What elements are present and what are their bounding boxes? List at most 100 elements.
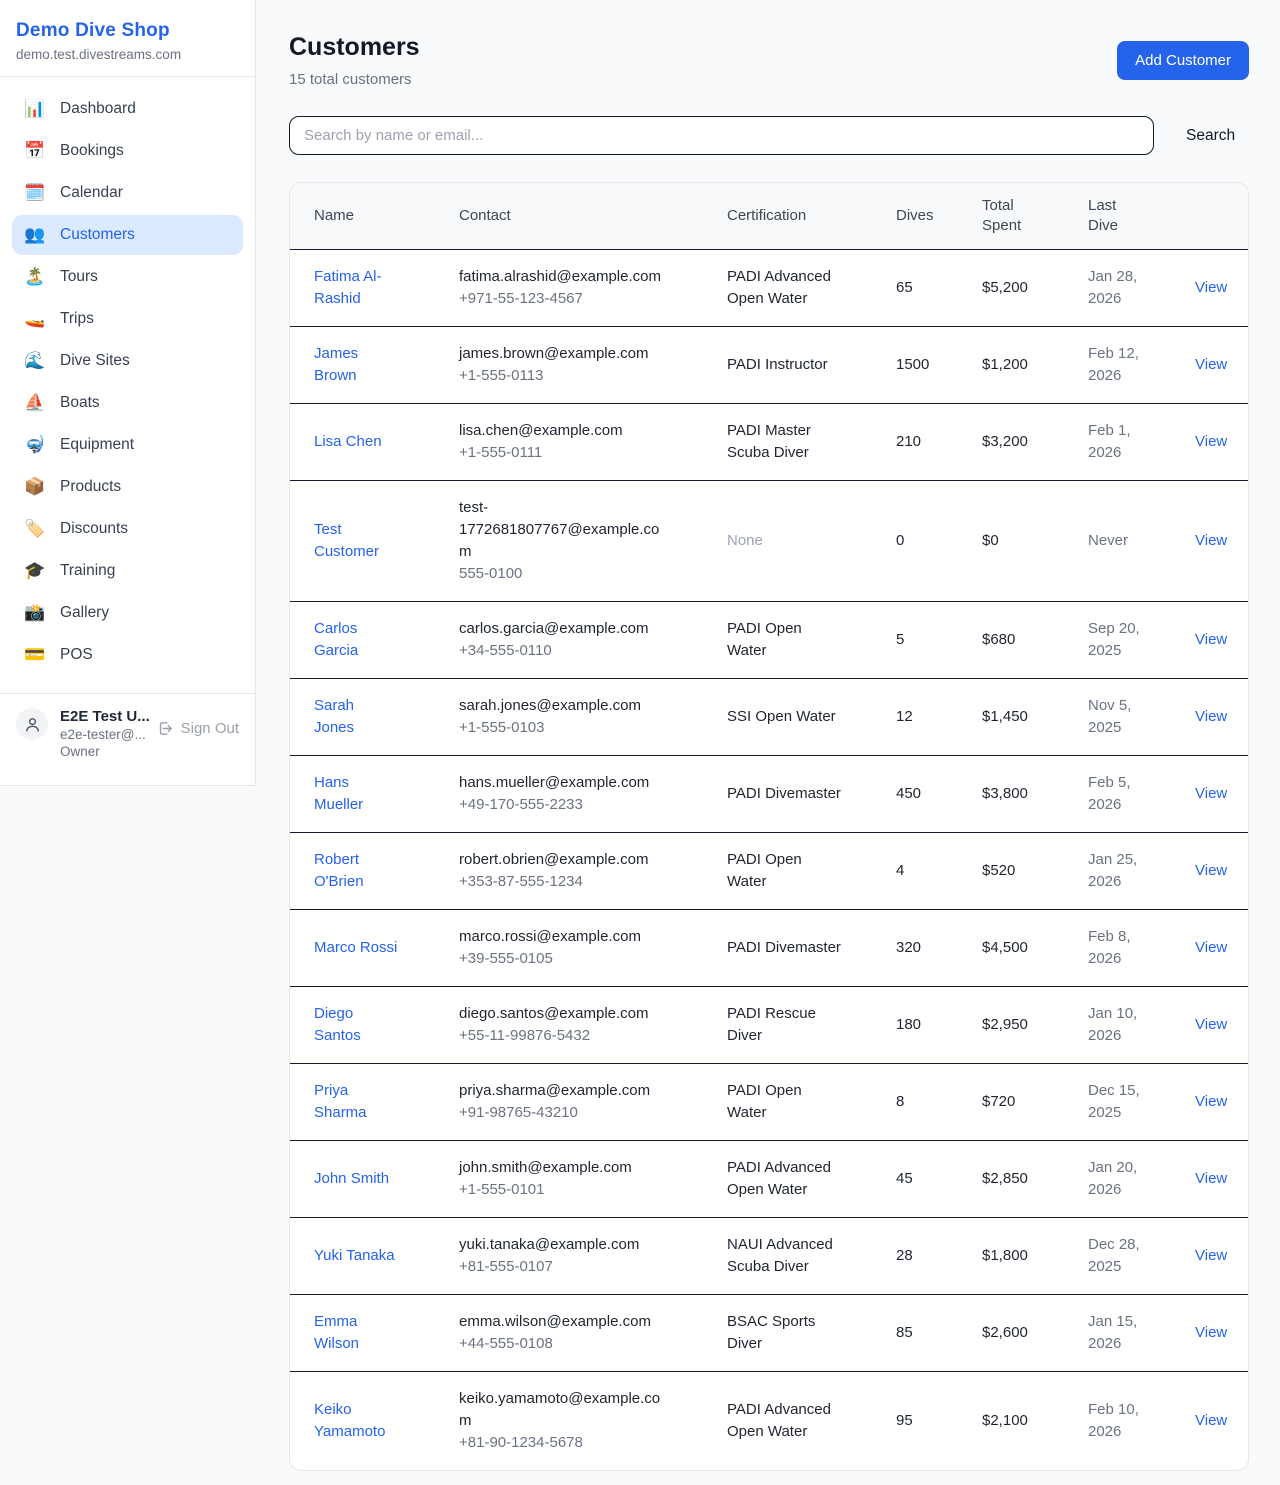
customer-total-spent: $2,600: [982, 1324, 1028, 1341]
table-row: Lisa Chen lisa.chen@example.com +1-555-011…: [290, 404, 1248, 481]
sidebar-item-gallery[interactable]: 📸 Gallery: [12, 593, 243, 633]
customer-phone: +1-555-0101: [459, 1181, 545, 1198]
view-customer-link[interactable]: View: [1195, 1016, 1228, 1033]
customer-email: emma.wilson@example.com: [459, 1313, 651, 1330]
customer-total-spent: $3,200: [982, 433, 1028, 450]
customer-name-link[interactable]: Lisa Chen: [314, 433, 382, 450]
sign-out-button[interactable]: Sign Out: [157, 720, 239, 737]
customer-name-link[interactable]: Priya Sharma: [314, 1082, 367, 1121]
customer-name-link[interactable]: Test Customer: [314, 521, 380, 560]
camera-icon: 📸: [24, 603, 46, 622]
view-customer-link[interactable]: View: [1195, 1412, 1228, 1429]
customer-total-spent: $5,200: [982, 279, 1028, 296]
table-row: Fatima Al-Rashid fatima.alrashid@example.…: [290, 250, 1248, 327]
customer-total-spent: $4,500: [982, 939, 1028, 956]
customer-contact-cell: carlos.garcia@example.com +34-555-0110: [459, 602, 727, 678]
view-customer-link[interactable]: View: [1195, 433, 1228, 450]
customer-contact-cell: lisa.chen@example.com +1-555-0111: [459, 404, 727, 480]
table-row: Yuki Tanaka yuki.tanaka@example.com +81-55…: [290, 1218, 1248, 1295]
sidebar-item-training[interactable]: 🎓 Training: [12, 551, 243, 591]
graduation-cap-icon: 🎓: [24, 561, 46, 580]
customer-certification: PADI Master Scuba Diver: [727, 422, 811, 461]
customer-email: john.smith@example.com: [459, 1159, 632, 1176]
customer-total-spent: $3,800: [982, 785, 1028, 802]
customer-name-link[interactable]: James Brown: [314, 345, 359, 384]
customer-dives: 4: [896, 862, 905, 879]
table-row: Priya Sharma priya.sharma@example.com +91-…: [290, 1064, 1248, 1141]
sidebar-item-label: Training: [60, 562, 116, 579]
customer-certification: PADI Open Water: [727, 620, 802, 659]
customer-contact-cell: diego.santos@example.com +55-11-99876-543…: [459, 987, 727, 1063]
customer-name-link[interactable]: John Smith: [314, 1170, 390, 1187]
customer-email: diego.santos@example.com: [459, 1005, 649, 1022]
sidebar-item-pos[interactable]: 💳 POS: [12, 635, 243, 675]
user-role: Owner: [60, 744, 100, 759]
customer-name-link[interactable]: Keiko Yamamoto: [314, 1401, 386, 1440]
sidebar-item-trips[interactable]: 🚤 Trips: [12, 299, 243, 339]
sidebar-item-bookings[interactable]: 📅 Bookings: [12, 131, 243, 171]
view-customer-link[interactable]: View: [1195, 532, 1228, 549]
customer-name-link[interactable]: Robert O'Brien: [314, 851, 364, 890]
table-row: Hans Mueller hans.mueller@example.com +49-…: [290, 756, 1248, 833]
customer-last-dive: Sep 20, 2025: [1088, 620, 1140, 659]
customer-name-link[interactable]: Emma Wilson: [314, 1313, 360, 1352]
customer-name-link[interactable]: Diego Santos: [314, 1005, 361, 1044]
customer-certification: SSI Open Water: [727, 708, 836, 725]
sidebar-item-equipment[interactable]: 🤿 Equipment: [12, 425, 243, 465]
table-row: Marco Rossi marco.rossi@example.com +39-55…: [290, 910, 1248, 987]
view-customer-link[interactable]: View: [1195, 785, 1228, 802]
view-customer-link[interactable]: View: [1195, 279, 1228, 296]
view-customer-link[interactable]: View: [1195, 1247, 1228, 1264]
sidebar-item-products[interactable]: 📦 Products: [12, 467, 243, 507]
customer-last-dive: Feb 5, 2026: [1088, 774, 1131, 813]
customer-name-link[interactable]: Marco Rossi: [314, 939, 398, 956]
sidebar-item-dive-sites[interactable]: 🌊 Dive Sites: [12, 341, 243, 381]
customer-name-link[interactable]: Yuki Tanaka: [314, 1247, 395, 1264]
view-customer-link[interactable]: View: [1195, 1170, 1228, 1187]
customer-dives: 320: [896, 939, 922, 956]
customer-contact-cell: keiko.yamamoto@example.com +81-90-1234-56…: [459, 1372, 727, 1470]
sidebar-item-dashboard[interactable]: 📊 Dashboard: [12, 89, 243, 129]
table-row: Keiko Yamamoto keiko.yamamoto@example.com…: [290, 1372, 1248, 1470]
credit-card-icon: 💳: [24, 645, 46, 664]
sidebar-item-boats[interactable]: ⛵ Boats: [12, 383, 243, 423]
customer-email: sarah.jones@example.com: [459, 697, 641, 714]
view-customer-link[interactable]: View: [1195, 356, 1228, 373]
view-customer-link[interactable]: View: [1195, 631, 1228, 648]
person-icon: [25, 717, 39, 732]
customer-last-dive: Jan 20, 2026: [1088, 1159, 1138, 1198]
customer-name-link[interactable]: Fatima Al-Rashid: [314, 268, 382, 307]
customer-certification: PADI Open Water: [727, 851, 802, 890]
sidebar-item-tours[interactable]: 🏝️ Tours: [12, 257, 243, 297]
table-row: Diego Santos diego.santos@example.com +55-…: [290, 987, 1248, 1064]
customer-contact-cell: robert.obrien@example.com +353-87-555-123…: [459, 833, 727, 909]
customer-contact-cell: marco.rossi@example.com +39-555-0105: [459, 910, 727, 986]
view-customer-link[interactable]: View: [1195, 939, 1228, 956]
customer-contact-cell: yuki.tanaka@example.com +81-555-0107: [459, 1218, 727, 1294]
search-button[interactable]: Search: [1182, 121, 1239, 151]
customer-name-link[interactable]: Hans Mueller: [314, 774, 364, 813]
customer-name-link[interactable]: Carlos Garcia: [314, 620, 359, 659]
sidebar-item-discounts[interactable]: 🏷️ Discounts: [12, 509, 243, 549]
bar-chart-icon: 📊: [24, 99, 46, 118]
view-customer-link[interactable]: View: [1195, 708, 1228, 725]
view-customer-link[interactable]: View: [1195, 862, 1228, 879]
customer-dives: 5: [896, 631, 905, 648]
customer-phone: +1-555-0113: [459, 367, 544, 384]
customer-phone: +1-555-0103: [459, 719, 545, 736]
view-customer-link[interactable]: View: [1195, 1093, 1228, 1110]
view-customer-link[interactable]: View: [1195, 1324, 1228, 1341]
sidebar-item-customers[interactable]: 👥 Customers: [12, 215, 243, 255]
customer-last-dive: Jan 28, 2026: [1088, 268, 1138, 307]
column-header-name: Name: [314, 207, 355, 224]
customer-certification: PADI Open Water: [727, 1082, 802, 1121]
sign-out-label: Sign Out: [180, 720, 239, 737]
user-name: E2E Test U...: [60, 708, 150, 725]
add-customer-button[interactable]: Add Customer: [1117, 41, 1249, 80]
customer-name-link[interactable]: Sarah Jones: [314, 697, 355, 736]
customer-last-dive: Jan 25, 2026: [1088, 851, 1138, 890]
search-input[interactable]: [289, 116, 1154, 155]
sidebar-item-calendar[interactable]: 🗓️ Calendar: [12, 173, 243, 213]
page-header-text: Customers 15 total customers: [289, 33, 420, 88]
calendar-date-icon: 📅: [24, 141, 46, 160]
